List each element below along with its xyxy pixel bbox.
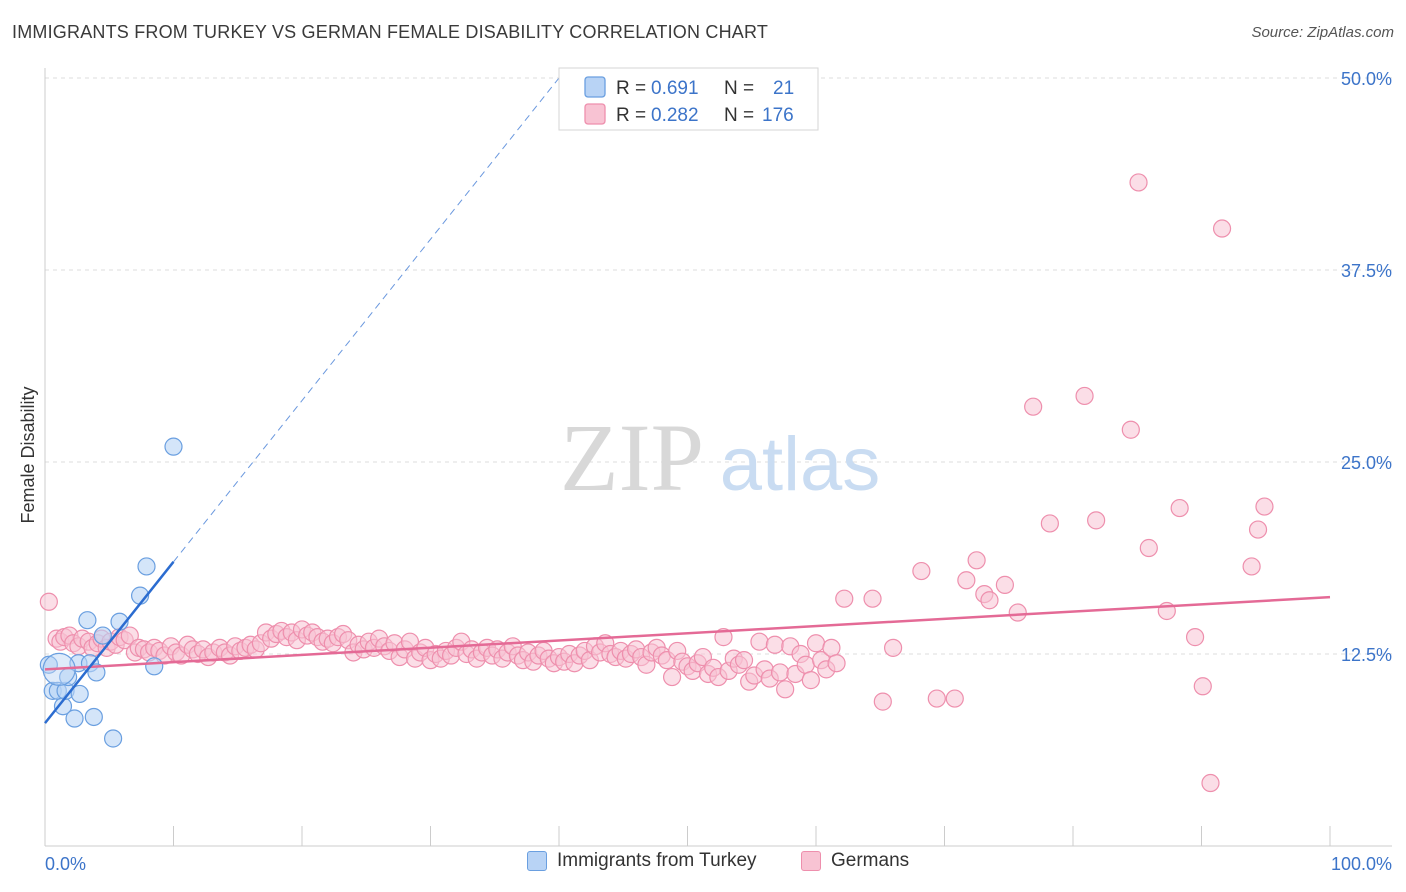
stats-legend-n-label: N = [724,78,754,99]
turkey-point [65,709,84,728]
germans-point [806,634,826,653]
y-axis-label: Female Disability [18,386,38,523]
germans-point [1139,538,1158,558]
turkey-point [70,684,89,704]
germans-point [1242,557,1261,576]
germans-point [765,635,784,654]
legend-item-germans: Germans [801,850,909,872]
germans-point [827,654,846,673]
stats-legend-r-value: 0.282 [651,105,699,126]
germans-point [912,561,931,581]
germans-point [1170,498,1189,518]
bottom-legend: Immigrants from Turkey Germans [0,850,1406,880]
turkey-point [87,663,106,682]
germans-point [750,632,769,651]
legend-label-turkey: Immigrants from Turkey [557,850,757,871]
stats-legend-r-label: R = [616,105,646,126]
germans-point [1024,397,1043,416]
germans-point [1129,173,1148,192]
germans-point [796,655,815,674]
turkey-point [164,437,183,456]
stats-legend-n-value: 21 [773,78,794,99]
germans-point [1212,219,1232,238]
germans-trendline [44,595,1331,671]
turkey-point [78,611,97,630]
watermark-atlas: atlas [720,422,881,507]
turkey-point [84,707,103,727]
turkey-trendline-extension [173,77,560,563]
germans-point [1248,520,1268,539]
turkey-point [93,626,112,645]
germans-point [1193,677,1212,696]
germans-point [714,628,733,647]
y-tick-label: 25.0% [1341,453,1392,473]
turkey-point [145,657,164,676]
germans-point [734,651,754,670]
germans-point [1255,497,1274,516]
germans-point [863,589,882,608]
chart-source: Source: ZipAtlas.com [1251,24,1394,41]
watermark-zip: ZIP [560,404,704,511]
legend-swatch-turkey [527,851,547,871]
y-tick-label: 37.5% [1341,261,1392,281]
germans-point [822,638,841,657]
germans-point [1201,773,1220,793]
germans-point [120,626,139,645]
y-tick-label: 50.0% [1341,69,1392,89]
stats-legend-swatch [584,76,606,98]
germans-point [776,680,795,699]
germans-point [995,575,1014,594]
germans-point [39,592,58,611]
stats-legend-swatch [584,103,606,125]
germans-point [1040,514,1059,533]
germans-point [967,551,986,570]
stats-legend-r-label: R = [616,78,646,99]
turkey-point [137,557,156,576]
germans-point [1075,386,1094,406]
stats-legend: R = 0.691 N = 21 R = 0.282 N = 176 [558,67,819,131]
stats-legend-n-value: 176 [762,105,794,126]
germans-point [980,591,999,610]
legend-swatch-germans [801,851,821,871]
legend-item-turkey: Immigrants from Turkey [527,850,757,872]
germans-point [1185,628,1205,647]
germans-point [1087,511,1106,530]
germans-point [662,667,682,687]
germans-point [801,671,820,690]
turkey-point [104,729,123,748]
legend-label-germans: Germans [831,850,910,871]
stats-legend-r-value: 0.691 [651,78,699,99]
germans-point [1121,420,1140,439]
x-tick-label: 100.0% [1331,854,1392,874]
germans-point [873,692,892,711]
y-tick-label: 12.5% [1341,645,1392,665]
germans-point [1008,603,1027,622]
germans-point [957,571,976,590]
germans-point [945,689,964,708]
turkey-trendline [44,561,175,724]
germans-point [770,663,790,682]
stats-legend-n-label: N = [724,105,754,126]
germans-point [927,689,946,708]
chart-title: IMMIGRANTS FROM TURKEY VS GERMAN FEMALE … [12,22,769,42]
x-tick-label: 0.0% [45,854,86,874]
germans-point [835,589,854,608]
germans-point [883,638,903,657]
